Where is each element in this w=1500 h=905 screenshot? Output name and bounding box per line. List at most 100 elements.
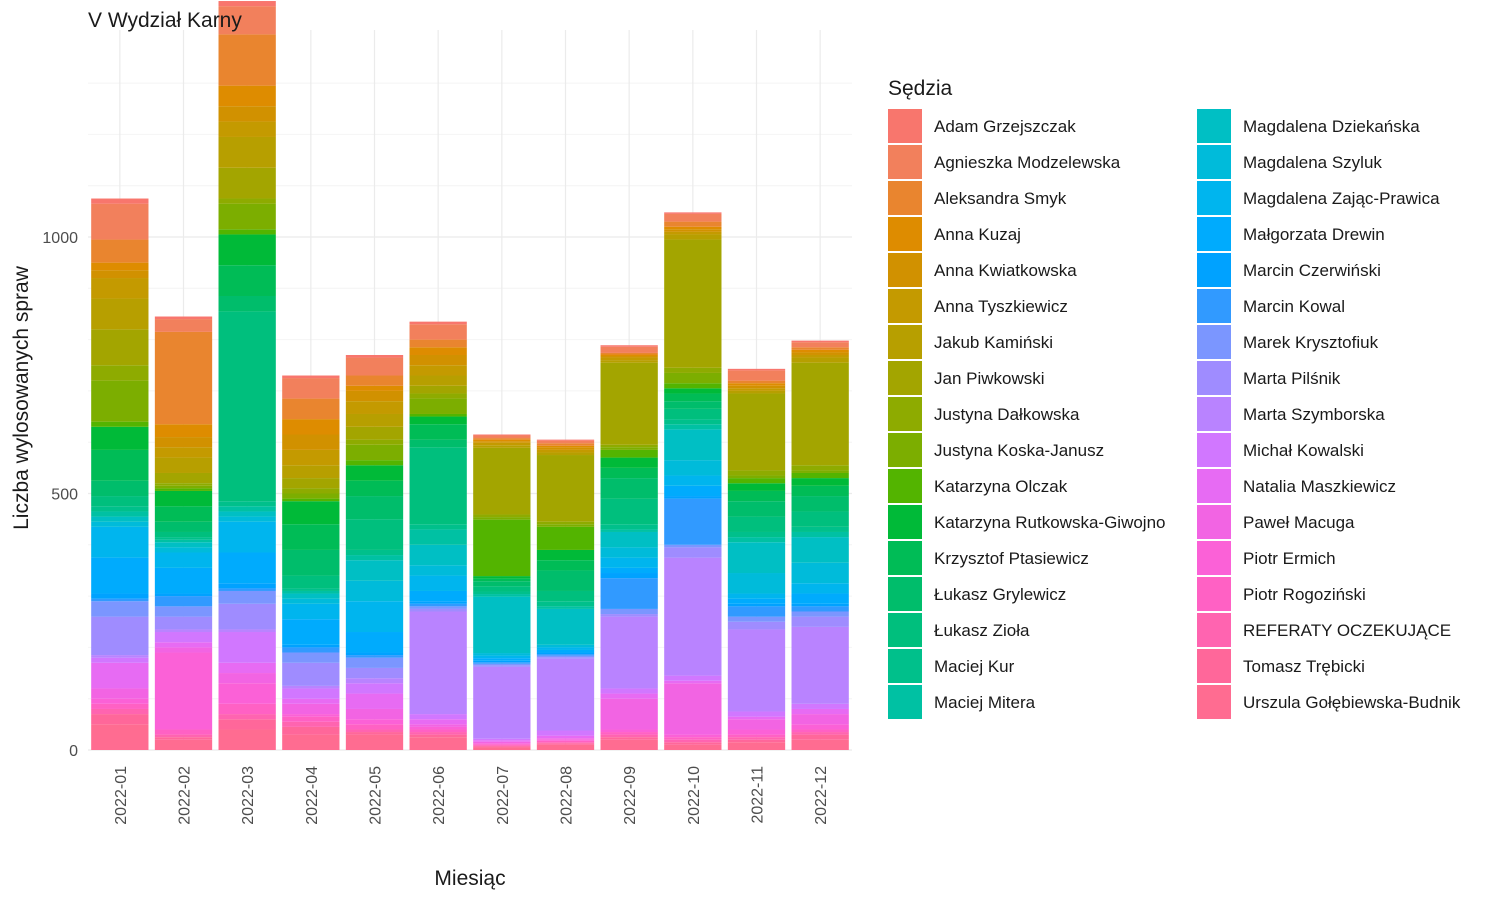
- bar-segment: [600, 467, 658, 479]
- legend-item: Agnieszka Modzelewska: [888, 145, 1121, 179]
- legend-swatch: [1197, 649, 1231, 683]
- legend-item: Adam Grzejszczak: [888, 109, 1076, 143]
- bar-segment: [345, 667, 404, 679]
- bar-segment: [536, 744, 595, 750]
- bar-segment: [600, 447, 658, 450]
- legend-label: Michał Kowalski: [1243, 441, 1364, 460]
- legend-item: Łukasz Grylewicz: [888, 577, 1066, 611]
- bar-segment: [282, 734, 340, 750]
- bar-segment: [600, 498, 658, 525]
- bar-segment: [664, 680, 722, 684]
- bar-segment: [409, 424, 467, 440]
- bar-segment: [600, 357, 658, 361]
- bar-segment: [218, 229, 276, 235]
- bar-segment: [91, 298, 149, 330]
- bar-segment: [473, 594, 531, 597]
- bar-segment: [345, 560, 404, 581]
- bar-segment: [664, 367, 722, 373]
- legend-label: Marta Szymborska: [1243, 405, 1385, 424]
- bar-segment: [218, 511, 276, 517]
- legend-label: Magdalena Szyluk: [1243, 153, 1382, 172]
- bar-segment: [91, 262, 149, 271]
- bar-segment: [664, 742, 722, 745]
- bar-segment: [345, 460, 404, 466]
- bar-segment: [536, 521, 595, 525]
- bar-segment: [791, 472, 849, 479]
- bar-segment: [91, 521, 149, 527]
- bar-segment: [536, 649, 595, 653]
- bar-segment: [791, 703, 849, 709]
- bar-segment: [727, 380, 786, 384]
- bar-segment: [664, 419, 722, 425]
- bars: [91, 1, 849, 750]
- bar-segment: [409, 524, 467, 530]
- bar-segment: [282, 644, 340, 648]
- bar-segment: [727, 629, 786, 712]
- bar-segment: [345, 426, 404, 440]
- bar-segment: [664, 408, 722, 420]
- legend-item: Justyna Koska-Janusz: [888, 433, 1104, 467]
- bar-segment: [664, 675, 722, 681]
- bar-segment: [282, 498, 340, 502]
- bar-segment: [282, 652, 340, 663]
- bar-segment: [664, 737, 722, 740]
- bar-segment: [218, 234, 276, 266]
- bar-segment: [409, 544, 467, 566]
- bar-segment: [218, 632, 276, 663]
- bar-segment: [600, 688, 658, 694]
- x-tick-label: 2022-06: [431, 766, 448, 825]
- bar-segment: [154, 737, 213, 740]
- legend-item: Katarzyna Rutkowska-Giwojno: [888, 505, 1165, 539]
- bar-segment: [409, 447, 467, 525]
- bar-segment: [600, 346, 658, 353]
- bar-segment: [791, 511, 849, 527]
- y-axis-title: Liczba wylosowanych spraw: [10, 265, 33, 530]
- legend-label: Łukasz Zioła: [934, 621, 1030, 640]
- bar-segment: [473, 442, 531, 446]
- bar-segment: [282, 619, 340, 645]
- bar-segment: [791, 739, 849, 750]
- bar-segment: [409, 375, 467, 386]
- legend-swatch: [1197, 685, 1231, 719]
- bar-segment: [536, 644, 595, 648]
- bar-segment: [91, 278, 149, 299]
- bar-segment: [727, 742, 786, 750]
- bar-segment: [600, 578, 658, 609]
- legend-swatch: [1197, 253, 1231, 287]
- bar-segment: [154, 485, 213, 489]
- legend-item: Marcin Czerwiński: [1197, 253, 1381, 287]
- bar-segment: [727, 368, 786, 371]
- bar-segment: [664, 460, 722, 476]
- bar-segment: [154, 319, 213, 332]
- bar-segment: [409, 611, 467, 715]
- bar-segment: [154, 542, 213, 548]
- bar-segment: [218, 106, 276, 122]
- bar-segment: [727, 385, 786, 389]
- legend-swatch: [888, 613, 922, 647]
- legend-item: Paweł Macuga: [1197, 505, 1355, 539]
- bar-segment: [664, 429, 722, 461]
- bar-segment: [218, 295, 276, 312]
- bar-segment: [282, 398, 340, 420]
- bar-segment: [409, 724, 467, 727]
- bar-segment: [536, 606, 595, 609]
- bar-segment: [791, 611, 849, 617]
- bar-segment: [600, 729, 658, 733]
- bar-segment: [727, 478, 786, 484]
- bar-segment: [91, 516, 149, 522]
- legend-item: Małgorzata Drewin: [1197, 217, 1385, 251]
- bar-segment: [600, 345, 658, 347]
- bar-segment: [791, 349, 849, 353]
- bar-segment: [154, 739, 213, 750]
- legend-swatch: [1197, 541, 1231, 575]
- bar-segment: [473, 441, 531, 443]
- bar-segment: [600, 529, 658, 532]
- bar-segment: [345, 652, 404, 656]
- bar-segment: [154, 521, 213, 532]
- bar-segment: [791, 347, 849, 350]
- legend-item: Piotr Ermich: [1197, 541, 1336, 575]
- bar-segment: [345, 693, 404, 709]
- bar-segment: [409, 726, 467, 730]
- bar-segment: [536, 608, 595, 645]
- bar-segment: [409, 385, 467, 394]
